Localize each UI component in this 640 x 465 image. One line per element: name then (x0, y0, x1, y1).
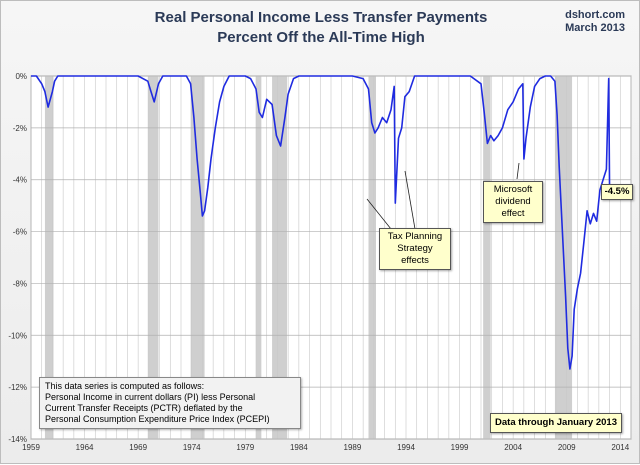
microsoft-text-1: Microsoft (493, 184, 533, 195)
y-tick--4%: -4% (13, 176, 27, 185)
series-layer (31, 75, 611, 370)
microsoft-text-3: effect (501, 208, 525, 219)
data-through-callout: Data through January 2013 (490, 413, 622, 433)
x-tick-1979: 1979 (236, 443, 254, 452)
chart-title-line2: Percent Off the All-Time High (217, 29, 425, 46)
leader-microsoft (516, 162, 520, 180)
x-tick-2009: 2009 (558, 443, 576, 452)
leader-tax-2 (404, 170, 416, 230)
x-tick-1974: 1974 (183, 443, 201, 452)
microsoft-callout: Microsoft dividend effect (483, 181, 543, 223)
x-tick-1964: 1964 (76, 443, 94, 452)
tax-planning-text-3: effects (401, 255, 429, 266)
y-tick--12%: -12% (8, 383, 27, 392)
x-tick-1959: 1959 (22, 443, 40, 452)
note-line-4: Personal Consumption Expenditure Price I… (45, 414, 270, 424)
note-line-2: Personal Income in current dollars (PI) … (45, 392, 256, 402)
x-tick-1989: 1989 (344, 443, 362, 452)
latest-value-label: -4.5% (604, 186, 630, 197)
recession-bar-5 (368, 76, 376, 439)
data-through-label: Data through January 2013 (495, 417, 617, 428)
x-axis-ticks: 1959 1964 1969 1974 1979 1984 1989 1994 1999 2004… (22, 443, 630, 452)
microsoft-text-2: dividend (495, 196, 531, 207)
source-site: dshort.com (565, 9, 625, 21)
recession-bar-0 (44, 76, 54, 439)
x-tick-2004: 2004 (504, 443, 522, 452)
recession-bar-2 (190, 76, 205, 439)
note-line-3: Current Transfer Receipts (PCTR) deflate… (45, 403, 243, 413)
y-tick--10%: -10% (8, 331, 27, 340)
y-axis-ticks: 0% -2% -4% -6% -8% -10% -12% -14% (8, 72, 27, 444)
x-tick-1969: 1969 (129, 443, 147, 452)
methodology-note: This data series is computed as follows:… (39, 377, 301, 429)
y-tick-0%: 0% (15, 72, 27, 81)
y-tick--6%: -6% (13, 228, 27, 237)
recession-bar-6 (483, 76, 491, 439)
tax-planning-text-2: Strategy (397, 243, 433, 254)
leader-tax-1 (366, 198, 392, 230)
tax-planning-callout: Tax Planning Strategy effects (379, 228, 451, 270)
y-tick--14%: -14% (8, 435, 27, 444)
latest-value-callout: -4.5% (601, 184, 633, 200)
source-date: March 2013 (565, 22, 625, 34)
recession-bar-1 (147, 76, 159, 439)
note-line-1: This data series is computed as follows: (45, 381, 205, 391)
chart-title-line1: Real Personal Income Less Transfer Payme… (154, 9, 488, 26)
recession-bar-3 (256, 76, 262, 439)
x-tick-1999: 1999 (451, 443, 469, 452)
recession-bar-4 (272, 76, 288, 439)
x-tick-1994: 1994 (397, 443, 415, 452)
y-tick--8%: -8% (13, 279, 27, 288)
tax-planning-text-1: Tax Planning (387, 231, 443, 242)
series-line-0 (31, 75, 611, 370)
x-tick-2014: 2014 (611, 443, 629, 452)
x-tick-1984: 1984 (290, 443, 308, 452)
y-tick--2%: -2% (13, 124, 27, 133)
